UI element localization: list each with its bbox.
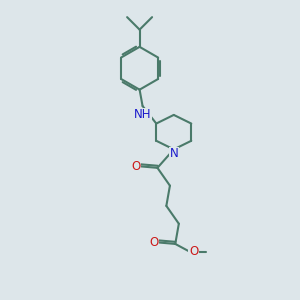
Text: NH: NH (134, 108, 152, 121)
Text: O: O (189, 245, 198, 258)
Text: N: N (169, 147, 178, 161)
Text: O: O (149, 236, 158, 249)
Text: O: O (131, 160, 140, 173)
